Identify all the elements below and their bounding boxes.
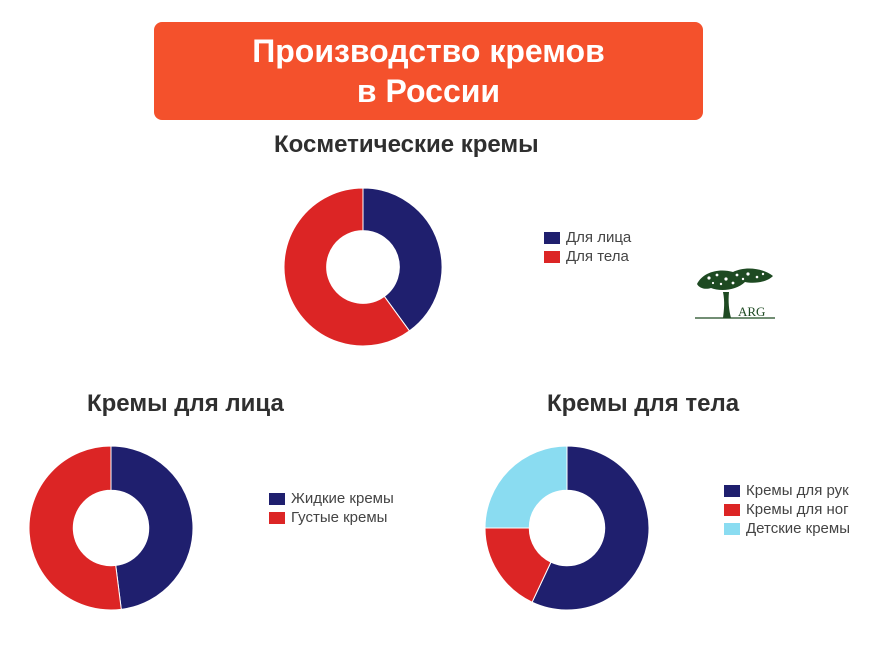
legend-label: Кремы для ног bbox=[746, 501, 849, 518]
title-banner: Производство кремов в России bbox=[154, 22, 703, 120]
donut-slice-для-тела bbox=[283, 187, 411, 347]
chart-title-face-creams: Кремы для лица bbox=[87, 390, 284, 417]
legend-item-детские-кремы: Детские кремы bbox=[724, 519, 850, 538]
tree-logo-icon: ARG bbox=[695, 268, 775, 319]
donut-slice-кремы-для-рук bbox=[531, 445, 650, 611]
donut-slice-для-лица bbox=[362, 187, 443, 332]
legend-label: Густые кремы bbox=[291, 509, 388, 526]
legend-label: Для лица bbox=[566, 229, 632, 246]
legend-item-густые-кремы: Густые кремы bbox=[269, 508, 394, 527]
donut-slice-жидкие-кремы bbox=[110, 445, 194, 610]
page-title: Производство кремов в России bbox=[252, 33, 605, 109]
legend-label: Кремы для рук bbox=[746, 482, 849, 499]
legend-item-кремы-для-ног: Кремы для ног bbox=[724, 500, 850, 519]
legend-swatch bbox=[544, 231, 560, 244]
legend-item-кремы-для-рук: Кремы для рук bbox=[724, 481, 850, 500]
donut-slice-детские-кремы bbox=[484, 445, 568, 529]
donut-slice-густые-кремы bbox=[28, 445, 122, 611]
legend-swatch bbox=[724, 522, 740, 535]
chart-title-cosmetic: Косметические кремы bbox=[274, 131, 539, 158]
legend-swatch bbox=[724, 503, 740, 516]
legend-swatch bbox=[724, 484, 740, 497]
legend-swatch bbox=[269, 511, 285, 524]
legend-swatch bbox=[544, 250, 560, 263]
donut-chart-face-creams bbox=[28, 445, 194, 611]
legend-item-для-тела: Для тела bbox=[544, 247, 631, 266]
legend-face-creams: Жидкие кремы Густые кремы bbox=[269, 489, 394, 527]
legend-swatch bbox=[269, 492, 285, 505]
legend-cosmetic: Для лица Для тела bbox=[544, 228, 631, 266]
legend-body-creams: Кремы для рук Кремы для ног Детские кремы bbox=[724, 481, 850, 538]
legend-label: Для тела bbox=[566, 248, 629, 265]
donut-chart-body-creams bbox=[484, 445, 650, 611]
legend-label: Жидкие кремы bbox=[291, 490, 394, 507]
donut-chart-cosmetic bbox=[283, 187, 443, 347]
legend-item-жидкие-кремы: Жидкие кремы bbox=[269, 489, 394, 508]
logo-text: ARG bbox=[738, 304, 765, 319]
legend-item-для-лица: Для лица bbox=[544, 228, 631, 247]
chart-title-body-creams: Кремы для тела bbox=[547, 390, 740, 417]
legend-label: Детские кремы bbox=[746, 520, 850, 537]
